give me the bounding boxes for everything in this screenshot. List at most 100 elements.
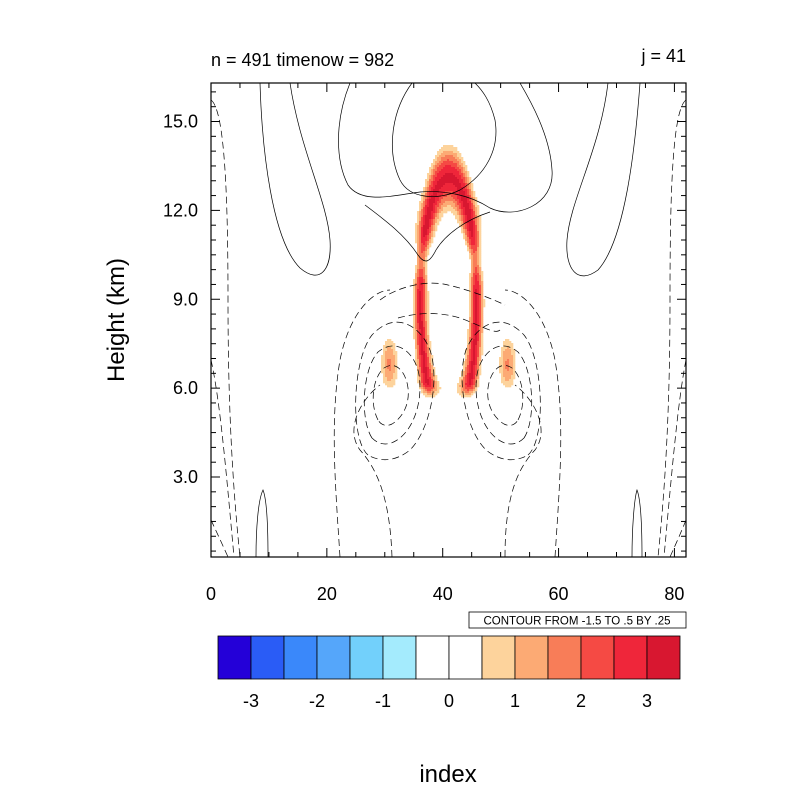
shade-cell: [475, 329, 478, 332]
shade-cell: [475, 315, 478, 318]
shade-cell: [431, 377, 434, 380]
shade-cell: [481, 281, 484, 284]
shade-cell: [429, 369, 432, 372]
shade-cell: [457, 211, 460, 214]
shade-cell: [425, 337, 428, 340]
shade-cell: [413, 327, 416, 330]
shade-cell: [423, 287, 426, 290]
shade-cell: [435, 375, 438, 378]
shade-cell: [387, 349, 390, 352]
shade-cell: [431, 367, 434, 370]
shade-cell: [445, 197, 448, 200]
shade-cell: [455, 183, 458, 186]
shade-cell: [443, 169, 446, 172]
shade-cell: [437, 169, 440, 172]
shade-cell: [423, 327, 426, 330]
shade-cell: [433, 229, 436, 232]
shade-cell: [479, 215, 482, 218]
shade-cell: [481, 297, 484, 300]
shade-cell: [463, 385, 466, 388]
shade-cell: [463, 219, 466, 222]
shade-cell: [507, 359, 510, 362]
shade-cell: [471, 213, 474, 216]
shade-cell: [419, 353, 422, 356]
contour-dashed: [504, 384, 542, 557]
shade-cell: [513, 377, 516, 380]
shade-cell: [441, 213, 444, 216]
shade-cell: [421, 283, 424, 286]
shade-cell: [455, 213, 458, 216]
shade-cell: [421, 273, 424, 276]
shade-cell: [511, 371, 514, 374]
shade-cell: [425, 321, 428, 324]
shade-cell: [467, 247, 470, 250]
shade-cell: [421, 193, 424, 196]
shade-cell: [473, 213, 476, 216]
shade-cell: [471, 247, 474, 250]
shade-cell: [425, 267, 428, 270]
shade-cell: [455, 171, 458, 174]
shade-cell: [459, 193, 462, 196]
shade-cell: [475, 303, 478, 306]
shade-cell: [471, 353, 474, 356]
shade-cell: [463, 217, 466, 220]
shade-cell: [385, 347, 388, 350]
shade-cell: [385, 341, 388, 344]
shade-cell: [421, 195, 424, 198]
shade-cell: [463, 237, 466, 240]
shade-cell: [475, 279, 478, 282]
shade-cell: [417, 279, 420, 282]
shade-cell: [395, 361, 398, 364]
shade-cell: [471, 249, 474, 252]
shade-cell: [507, 369, 510, 372]
shade-cell: [429, 187, 432, 190]
shade-cell: [421, 345, 424, 348]
shade-cell: [455, 189, 458, 192]
shade-cell: [429, 183, 432, 186]
shade-cell: [471, 283, 474, 286]
shade-cell: [437, 391, 440, 394]
shade-cell: [477, 277, 480, 280]
shade-cell: [455, 163, 458, 166]
shade-cell: [473, 245, 476, 248]
shade-cell: [471, 361, 474, 364]
shade-cell: [431, 363, 434, 366]
contour-dashed: [363, 345, 421, 445]
shade-cell: [471, 337, 474, 340]
shade-cell: [423, 279, 426, 282]
shade-cell: [429, 351, 432, 354]
shade-cell: [475, 375, 478, 378]
shade-cell: [415, 353, 418, 356]
shade-cell: [481, 345, 484, 348]
shade-cell: [393, 363, 396, 366]
shade-cell: [413, 289, 416, 292]
shade-cell: [471, 193, 474, 196]
shade-cell: [461, 199, 464, 202]
shade-cell: [421, 289, 424, 292]
shade-cell: [425, 237, 428, 240]
shade-cell: [423, 257, 426, 260]
shade-cell: [441, 157, 444, 160]
shade-cell: [391, 363, 394, 366]
shade-cell: [475, 331, 478, 334]
shade-cell: [461, 207, 464, 210]
shade-cell: [507, 355, 510, 358]
shade-cell: [383, 359, 386, 362]
shade-cell: [425, 329, 428, 332]
shade-cell: [431, 373, 434, 376]
shade-cell: [419, 273, 422, 276]
shade-cell: [465, 241, 468, 244]
contour-dashed: [657, 99, 686, 557]
shade-cell: [381, 367, 384, 370]
shade-cell: [413, 287, 416, 290]
shade-cell: [479, 305, 482, 308]
shade-cell: [473, 271, 476, 274]
shade-cell: [431, 175, 434, 178]
shade-cell: [417, 365, 420, 368]
shade-cell: [431, 395, 434, 398]
shade-cell: [421, 267, 424, 270]
shade-cell: [429, 359, 432, 362]
shade-cell: [435, 385, 438, 388]
shade-cell: [505, 383, 508, 386]
shade-cell: [415, 231, 418, 234]
